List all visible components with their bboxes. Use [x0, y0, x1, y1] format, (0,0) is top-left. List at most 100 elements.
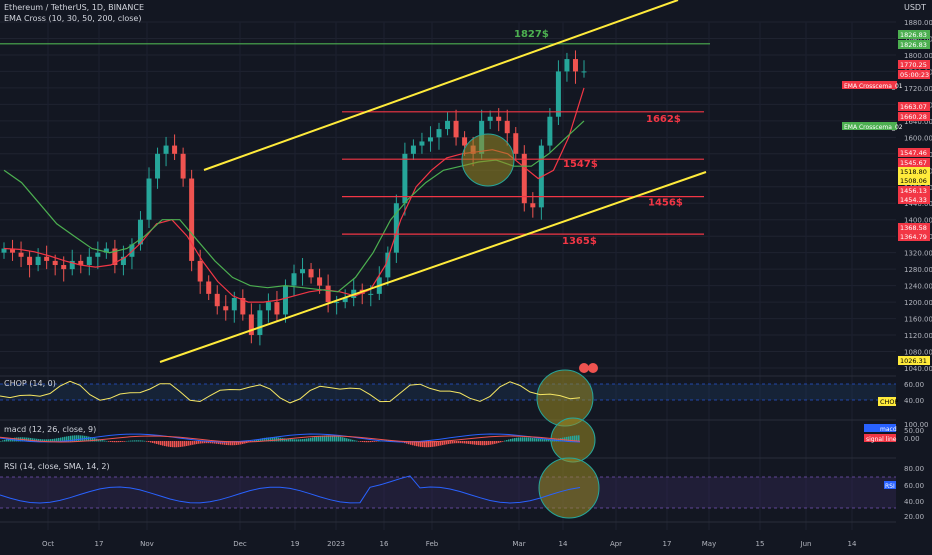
- macd-bar: [370, 441, 372, 443]
- price-tag-level: [898, 148, 930, 157]
- candle: [78, 260, 84, 266]
- price-tag-text: 05:00:23: [900, 71, 929, 79]
- macd-bar: [50, 439, 52, 442]
- candle: [427, 137, 433, 142]
- macd-tick-label: 50.00: [904, 427, 924, 435]
- macd-bar: [76, 435, 78, 442]
- macd-bar: [474, 441, 476, 445]
- macd-bar: [292, 439, 294, 442]
- chop-tick-label: 60.00: [904, 381, 924, 389]
- candle: [504, 120, 510, 134]
- macd-bar: [52, 438, 54, 442]
- macd-bar: [0, 441, 2, 442]
- macd-bar: [156, 441, 158, 445]
- macd-bar: [268, 437, 270, 442]
- candle: [10, 248, 16, 253]
- candle: [180, 153, 186, 179]
- macd-bar: [236, 441, 238, 445]
- macd-bar: [446, 441, 448, 445]
- candle: [393, 203, 399, 253]
- price-tag-text: 1826.83: [900, 41, 927, 49]
- macd-bar: [458, 441, 460, 444]
- candle: [572, 59, 578, 72]
- macd-bar: [526, 437, 528, 442]
- macd-bar: [480, 441, 482, 446]
- macd-bar: [270, 437, 272, 442]
- x-tick-label: 17: [663, 540, 672, 548]
- macd-title[interactable]: macd (12, 26, close, 9): [4, 425, 97, 434]
- flag-us-icon[interactable]: [579, 363, 589, 373]
- chop-tag: [878, 397, 896, 406]
- price-tag-countdown: [898, 70, 930, 79]
- macd-bar: [128, 440, 130, 442]
- macd-bar: [322, 435, 324, 442]
- macd-bar: [412, 441, 414, 446]
- macd-bar: [536, 438, 538, 442]
- macd-bar: [68, 436, 70, 442]
- macd-bar: [476, 441, 478, 445]
- macd-bar: [296, 439, 298, 442]
- signal-tag-text: signal line: [866, 436, 897, 443]
- macd-bar: [326, 435, 328, 442]
- macd-bar: [284, 438, 286, 442]
- macd-bar: [274, 437, 276, 442]
- macd-bar: [492, 441, 494, 445]
- macd-bar: [494, 441, 496, 444]
- macd-bar: [262, 438, 264, 442]
- chop-band: [0, 384, 896, 400]
- chop-title[interactable]: CHOP (14, 0): [4, 379, 56, 388]
- macd-bar: [358, 441, 360, 442]
- macd-bar: [140, 440, 142, 442]
- macd-tag-text: macd: [880, 426, 897, 433]
- candle: [342, 297, 348, 303]
- macd-bar: [422, 441, 424, 448]
- level-label: 1456$: [648, 198, 683, 209]
- macd-bar: [440, 441, 442, 446]
- macd-bar: [346, 438, 348, 442]
- macd-bar: [132, 440, 134, 442]
- macd-bar: [172, 441, 174, 448]
- macd-tick-label: 0.00: [904, 435, 920, 443]
- ema-legend[interactable]: EMA Cross (10, 30, 50, 200, close): [4, 14, 142, 23]
- chop-tag-text: CHOP: [880, 398, 899, 406]
- macd-bar: [312, 437, 314, 442]
- macd-bar: [210, 441, 212, 444]
- highlight-circle-price: [461, 133, 515, 187]
- macd-bar: [120, 441, 122, 443]
- price-tag-last: [898, 60, 930, 69]
- macd-bar: [4, 439, 6, 442]
- macd-bar: [170, 441, 172, 448]
- macd-bar: [36, 438, 38, 442]
- candle: [86, 256, 92, 266]
- rsi-title[interactable]: RSI (14, close, SMA, 14, 2): [4, 462, 110, 471]
- macd-bar: [410, 441, 412, 445]
- macd-bar: [314, 437, 316, 442]
- macd-bar: [150, 441, 152, 443]
- x-tick-label: May: [702, 540, 716, 548]
- macd-bar: [238, 441, 240, 445]
- macd-bar: [522, 437, 524, 442]
- macd-bar: [60, 437, 62, 442]
- y-tick-label: 1800.00: [904, 52, 932, 60]
- macd-bar: [448, 441, 450, 444]
- macd-bar: [254, 440, 256, 442]
- macd-bar: [336, 435, 338, 442]
- macd-bar: [520, 437, 522, 442]
- channel-upper-line[interactable]: [203, 0, 679, 171]
- macd-bar: [70, 435, 72, 442]
- macd-line: [0, 433, 581, 443]
- chop-line: [0, 380, 581, 404]
- candle: [35, 256, 41, 266]
- macd-bar: [114, 441, 116, 443]
- macd-bar: [498, 441, 500, 443]
- flag-icons[interactable]: [579, 363, 598, 373]
- channel-lower-line[interactable]: [159, 171, 707, 363]
- price-tag-level: [898, 223, 930, 232]
- price-tag-text: 1454.33: [900, 196, 927, 204]
- flag-event-icon[interactable]: [588, 363, 598, 373]
- macd-bar: [316, 436, 318, 442]
- x-tick-label: 14: [559, 540, 568, 548]
